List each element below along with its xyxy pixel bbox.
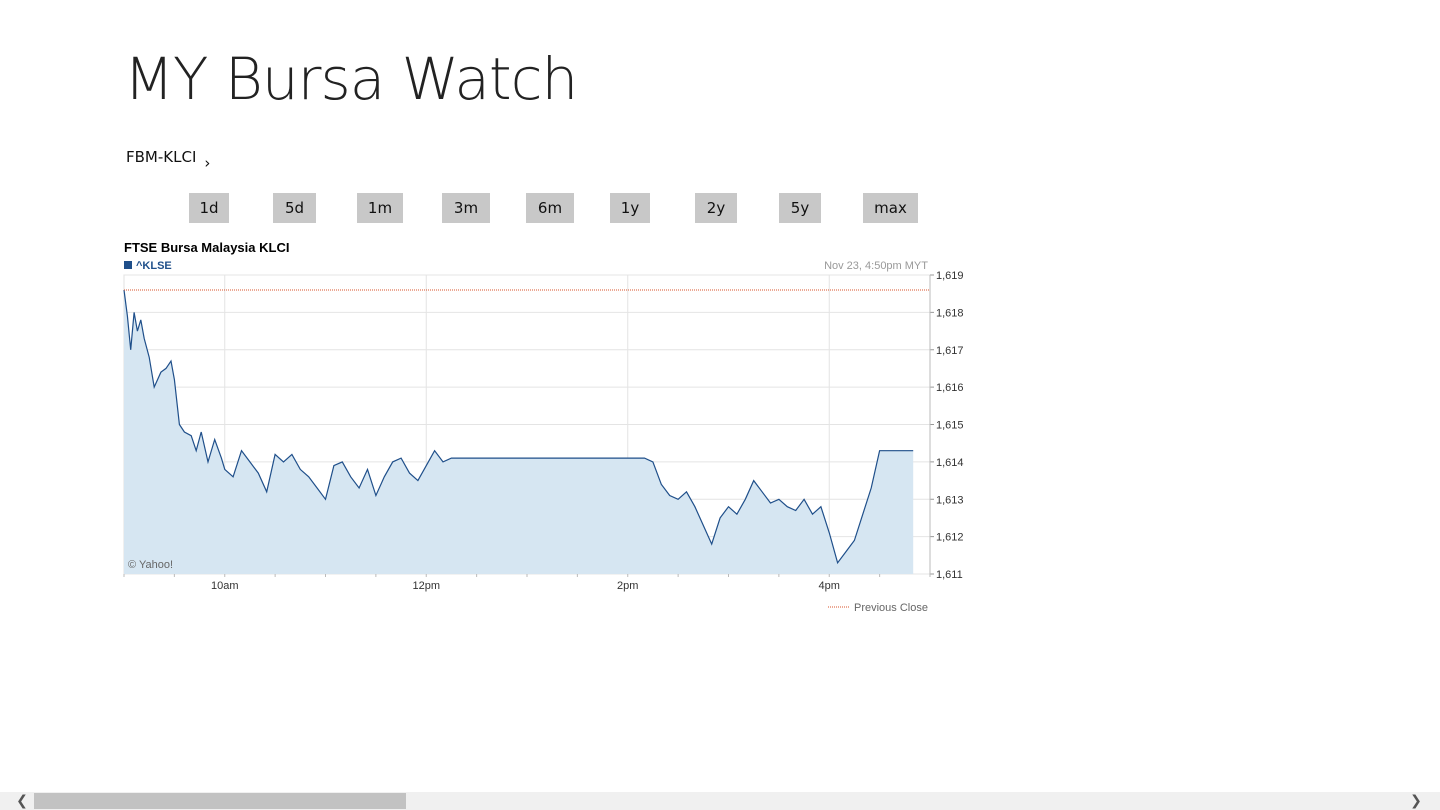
- series-symbol: ^KLSE: [136, 260, 172, 272]
- y-tick-label: 1,613: [936, 494, 964, 506]
- chart-timestamp: Nov 23, 4:50pm MYT: [824, 260, 928, 272]
- index-selector[interactable]: FBM-KLCI ›: [126, 148, 210, 172]
- y-tick-label: 1,615: [936, 420, 964, 432]
- y-tick-label: 1,611: [936, 569, 963, 581]
- range-button-1d[interactable]: 1d: [189, 193, 229, 223]
- range-button-3m[interactable]: 3m: [442, 193, 490, 223]
- range-button-2y[interactable]: 2y: [695, 193, 737, 223]
- y-tick-label: 1,612: [936, 532, 964, 544]
- range-button-1m[interactable]: 1m: [357, 193, 403, 223]
- series-line: [123, 289, 914, 565]
- scroll-right-icon[interactable]: ❯: [1410, 793, 1422, 809]
- x-tick-label: 12pm: [412, 580, 440, 592]
- range-button-5d[interactable]: 5d: [273, 193, 316, 223]
- x-tick-label: 10am: [211, 580, 239, 592]
- price-chart: FTSE Bursa Malaysia KLCI ^KLSE Nov 23, 4…: [123, 240, 964, 614]
- index-selector-label: FBM-KLCI: [126, 148, 197, 166]
- series-area: [124, 290, 914, 574]
- horizontal-scrollbar[interactable]: ❮ ❯: [0, 792, 1440, 810]
- range-button-1y[interactable]: 1y: [610, 193, 650, 223]
- range-bar: 1d 5d 1m 3m 6m 1y 2y 5y max: [0, 193, 1000, 223]
- y-tick-label: 1,617: [936, 345, 964, 357]
- app-title: MY Bursa Watch: [124, 45, 578, 113]
- scrollbar-thumb[interactable]: [34, 793, 406, 809]
- range-button-6m[interactable]: 6m: [526, 193, 574, 223]
- series-swatch-icon: [124, 261, 132, 269]
- range-button-5y[interactable]: 5y: [779, 193, 821, 223]
- y-tick-label: 1,619: [936, 270, 964, 282]
- y-tick-label: 1,618: [936, 307, 964, 319]
- chart-plot-area: [123, 289, 930, 574]
- range-button-max[interactable]: max: [863, 193, 918, 223]
- chart-axes: 1,611 1,612 1,613 1,614 1,615 1,616 1,617 1,618…: [123, 270, 964, 592]
- chart-title: FTSE Bursa Malaysia KLCI: [124, 240, 289, 255]
- y-tick-label: 1,616: [936, 382, 964, 394]
- y-tick-label: 1,614: [936, 457, 964, 469]
- previous-close-legend-label: Previous Close: [854, 602, 928, 614]
- scroll-left-icon[interactable]: ❮: [16, 793, 28, 809]
- chevron-down-icon: ›: [204, 154, 211, 172]
- chart-credit: © Yahoo!: [128, 559, 173, 571]
- x-tick-label: 4pm: [819, 580, 840, 592]
- x-tick-label: 2pm: [617, 580, 638, 592]
